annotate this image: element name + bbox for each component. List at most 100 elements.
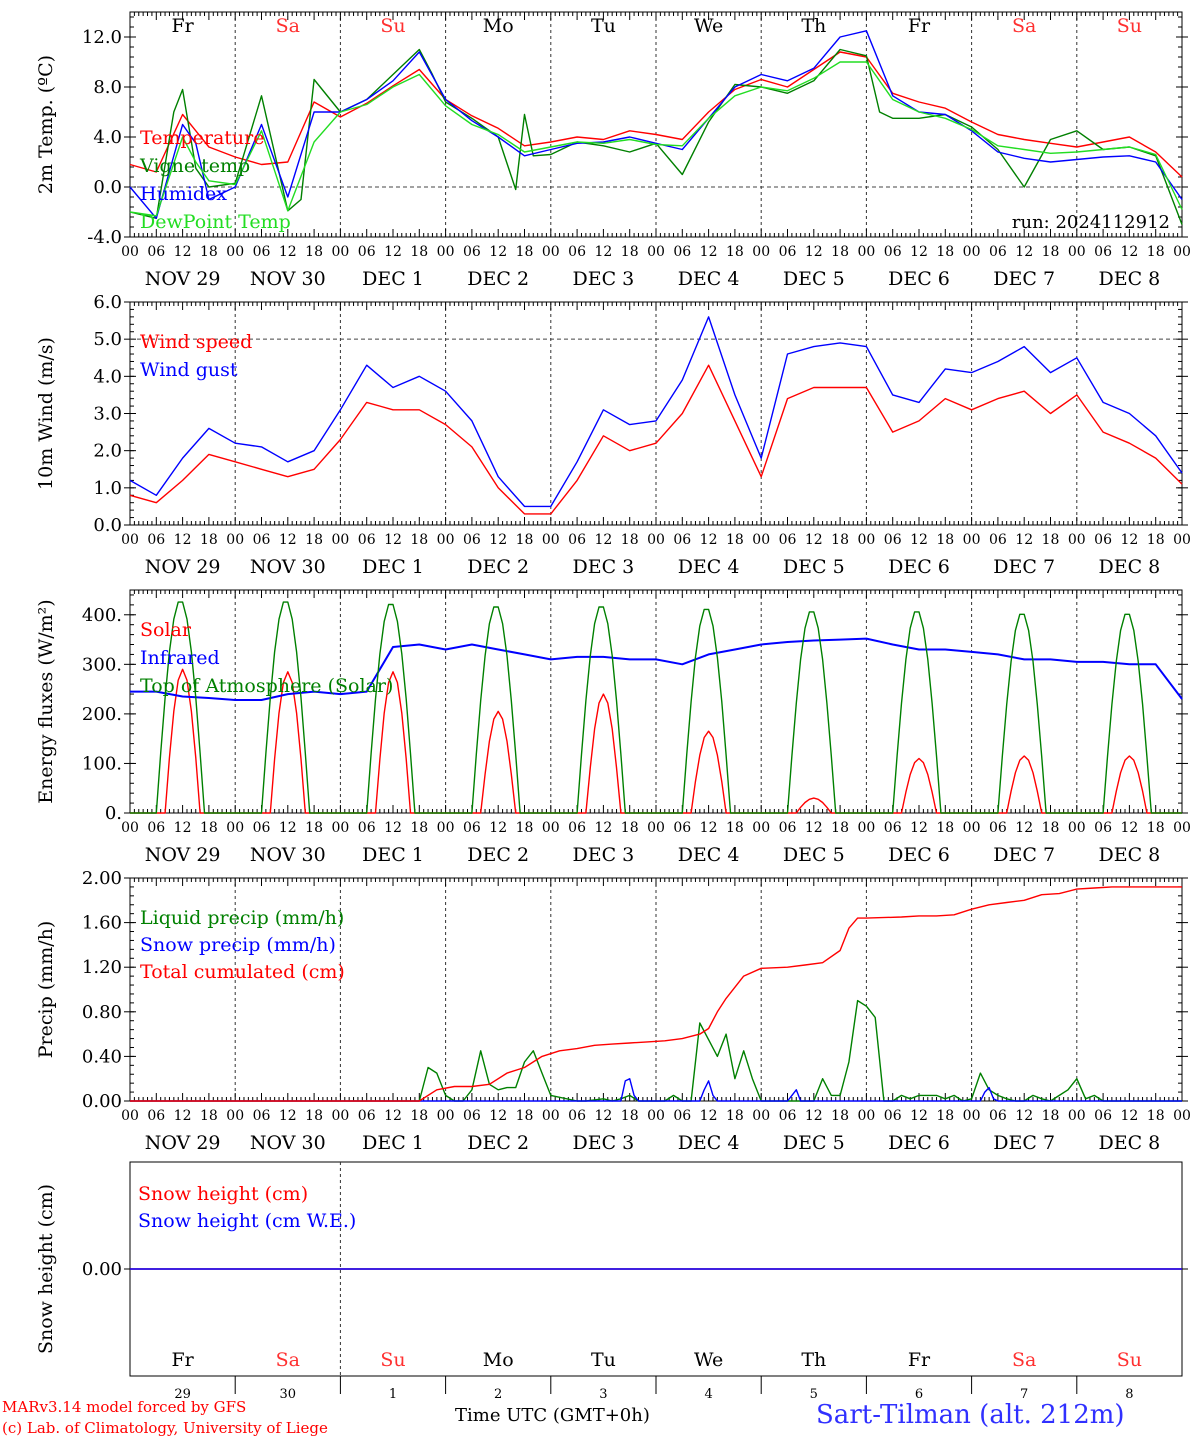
hour-tick-label: 00 [963,820,981,836]
hour-tick-label: 12 [910,1108,928,1124]
hour-tick-label: 12 [805,532,823,548]
hour-tick-label: 00 [331,1108,349,1124]
date-label: DEC 6 [888,844,950,866]
hour-tick-label: 00 [857,1108,875,1124]
day-name-bottom: Th [801,1349,826,1371]
hour-tick-label: 18 [936,820,954,836]
date-label: DEC 6 [888,268,950,290]
hour-tick-label: 00 [1068,820,1086,836]
date-label: DEC 2 [467,268,529,290]
hour-tick-label: 18 [621,1108,639,1124]
y-axis-label: Snow height (cm) [35,1184,57,1354]
date-label: DEC 4 [678,844,740,866]
day-number: 3 [599,1387,607,1402]
hour-tick-label: 06 [358,244,376,260]
hour-tick-label: 12 [1015,1108,1033,1124]
date-label: DEC 7 [993,556,1055,578]
hour-tick-label: 06 [147,532,165,548]
hour-tick-label: 12 [384,532,402,548]
hour-tick-label: 00 [857,532,875,548]
y-tick-label: 1.20 [82,957,122,978]
day-name-top: Sa [1012,15,1036,37]
credit-line-1: MARv3.14 model forced by GFS [2,1398,247,1416]
meteogram-panels: -4.00.04.08.012.02m Temp. (ºC) Temperatur… [35,11,1191,1402]
day-name-bottom: Fr [908,1349,931,1371]
hour-tick-label: 12 [805,1108,823,1124]
day-name-bottom: Su [380,1349,405,1371]
hour-tick-label: 00 [752,820,770,836]
day-name-top: We [694,15,723,37]
hour-tick-label: 06 [989,532,1007,548]
hour-tick-label: 12 [910,532,928,548]
hour-tick-label: 06 [358,820,376,836]
date-label: NOV 29 [145,1132,221,1154]
y-tick-label: 5.0 [93,329,122,350]
date-label: DEC 4 [678,556,740,578]
hour-tick-label: 00 [1068,244,1086,260]
day-name-bottom: Su [1117,1349,1142,1371]
hour-tick-label: 18 [1042,532,1060,548]
hour-tick-label: 12 [489,820,507,836]
hour-tick-label: 12 [1015,244,1033,260]
series-line-wind-gust [129,316,1183,508]
hour-tick-label: 00 [226,1108,244,1124]
panel-frame-2 [129,589,1183,814]
y-tick-label: 0. [105,803,122,824]
y-tick-label: 300. [82,654,122,675]
day-name-top: Su [1117,15,1142,37]
hour-tick-label: 00 [647,532,665,548]
hour-tick-label: 12 [174,244,192,260]
hour-tick-label: 18 [1042,244,1060,260]
date-label: DEC 6 [888,1132,950,1154]
hour-tick-label: 12 [805,244,823,260]
hour-tick-label: 00 [752,1108,770,1124]
hour-tick-label: 06 [1094,532,1112,548]
legend-label: Infrared [140,647,220,669]
legend-label: Liquid precip (mm/h) [140,907,344,929]
hour-tick-label: 12 [384,244,402,260]
hour-tick-label: 00 [647,244,665,260]
day-number: 6 [915,1387,923,1402]
y-tick-label: -4.0 [87,227,122,248]
day-number: 2 [494,1387,502,1402]
date-label: DEC 8 [1099,844,1161,866]
hour-tick-label: 18 [936,1108,954,1124]
day-name-top: Th [801,15,826,37]
date-label: DEC 7 [993,1132,1055,1154]
hour-tick-label: 06 [673,1108,691,1124]
hour-tick-label: 06 [463,244,481,260]
legend-label: Snow height (cm W.E.) [138,1210,356,1232]
hour-tick-label: 12 [279,1108,297,1124]
hour-tick-label: 12 [279,244,297,260]
date-label: DEC 5 [783,844,845,866]
legend-label: Snow height (cm) [138,1183,308,1205]
hour-tick-label: 12 [594,244,612,260]
hour-tick-label: 18 [200,244,218,260]
hour-tick-label: 00 [647,1108,665,1124]
hour-tick-label: 06 [1094,1108,1112,1124]
series-line-snow-precip-mm-h- [130,1077,1182,1102]
hour-tick-label: 18 [1042,1108,1060,1124]
hour-tick-label: 12 [279,532,297,548]
hour-tick-label: 06 [463,820,481,836]
hour-tick-label: 00 [857,244,875,260]
hour-tick-label: 18 [831,1108,849,1124]
date-label: DEC 8 [1099,268,1161,290]
hour-tick-label: 12 [174,532,192,548]
hour-tick-label: 12 [489,1108,507,1124]
date-label: DEC 1 [362,1132,424,1154]
hour-tick-label: 00 [226,244,244,260]
hour-tick-label: 00 [121,820,139,836]
hour-tick-label: 06 [568,1108,586,1124]
legend-label: DewPoint Temp [140,211,291,233]
date-label: DEC 1 [362,556,424,578]
legend-label: Solar [140,619,192,641]
y-tick-label: 0.0 [93,515,122,536]
date-label: NOV 30 [250,844,326,866]
hour-tick-label: 06 [253,820,271,836]
hour-tick-label: 06 [568,820,586,836]
hour-tick-label: 18 [1042,820,1060,836]
station-name: Sart-Tilman (alt. 212m) [816,1400,1125,1430]
hour-tick-label: 12 [279,820,297,836]
